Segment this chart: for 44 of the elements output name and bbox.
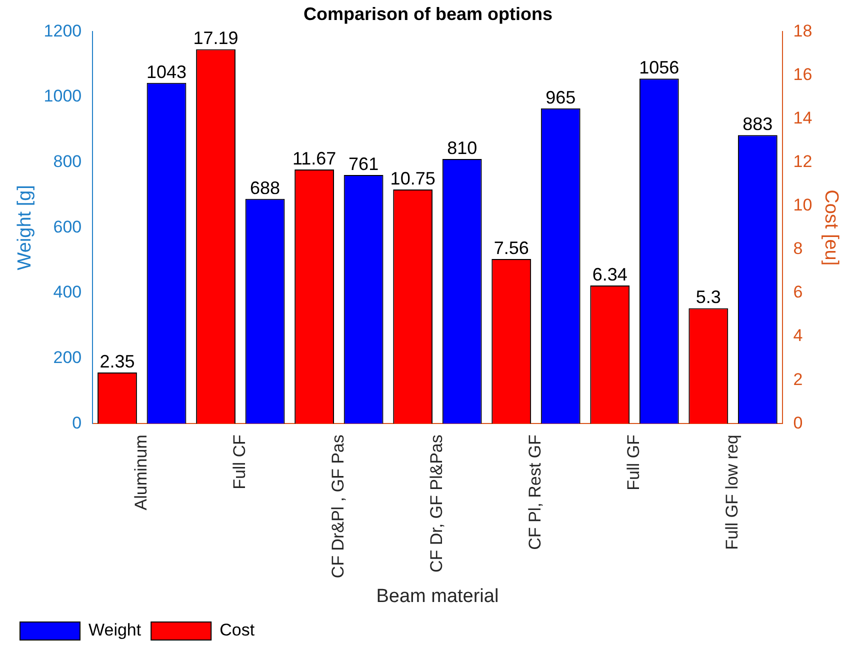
data-label: 883 <box>742 114 773 134</box>
y-tick-label: 1000 <box>44 86 82 106</box>
y2-tick-label: 16 <box>793 64 812 84</box>
y2-axis-title: Cost [eu] <box>820 190 842 266</box>
x-tick-label: CF Dr&Pl , GF Pas <box>328 434 348 578</box>
data-label: 761 <box>348 154 379 174</box>
y2-tick-label: 12 <box>793 152 812 171</box>
y-tick-label: 0 <box>72 413 82 432</box>
data-label: 5.3 <box>696 287 721 308</box>
chart-title: Comparison of beam options <box>303 4 553 24</box>
data-label: 2.35 <box>100 351 135 372</box>
y2-tick-label: 18 <box>793 21 812 40</box>
x-tick-label: Full CF <box>230 434 250 490</box>
y-axis-title: Weight [g] <box>14 185 36 270</box>
data-label: 10.75 <box>390 168 436 188</box>
data-label: 1056 <box>639 58 680 78</box>
data-label: 1043 <box>146 62 187 82</box>
x-axis-title: Beam material <box>376 586 499 607</box>
x-tick-label: Full GF low req <box>722 434 742 550</box>
data-label: 17.19 <box>193 28 238 48</box>
y2-tick-label: 8 <box>793 239 803 258</box>
y-tick-label: 1200 <box>44 21 82 40</box>
y-tick-label: 200 <box>53 348 82 367</box>
legend-label: Weight <box>88 620 142 640</box>
legend-label: Cost <box>220 620 255 640</box>
data-label: 810 <box>447 138 478 158</box>
y2-tick-label: 4 <box>793 326 803 346</box>
y2-tick-label: 0 <box>793 413 803 432</box>
y2-tick-label: 10 <box>793 196 812 215</box>
data-label: 965 <box>546 87 576 108</box>
data-label: 7.56 <box>494 238 529 258</box>
y-tick-label: 400 <box>53 282 82 302</box>
x-tick-label: CF Dr, GF Pl&Pas <box>427 434 446 573</box>
y-tick-label: 600 <box>53 217 82 236</box>
y2-tick-label: 14 <box>793 108 812 128</box>
x-tick-label: Full GF <box>624 434 644 490</box>
y2-tick-label: 2 <box>793 370 803 389</box>
data-label: 11.67 <box>292 148 336 168</box>
y2-tick-label: 6 <box>793 282 803 302</box>
data-label: 688 <box>250 178 280 198</box>
x-tick-label: Aluminum <box>132 434 151 510</box>
x-tick-label: CF Pl, Rest GF <box>526 434 545 550</box>
data-label: 6.34 <box>592 264 628 285</box>
y-tick-label: 800 <box>53 152 82 171</box>
